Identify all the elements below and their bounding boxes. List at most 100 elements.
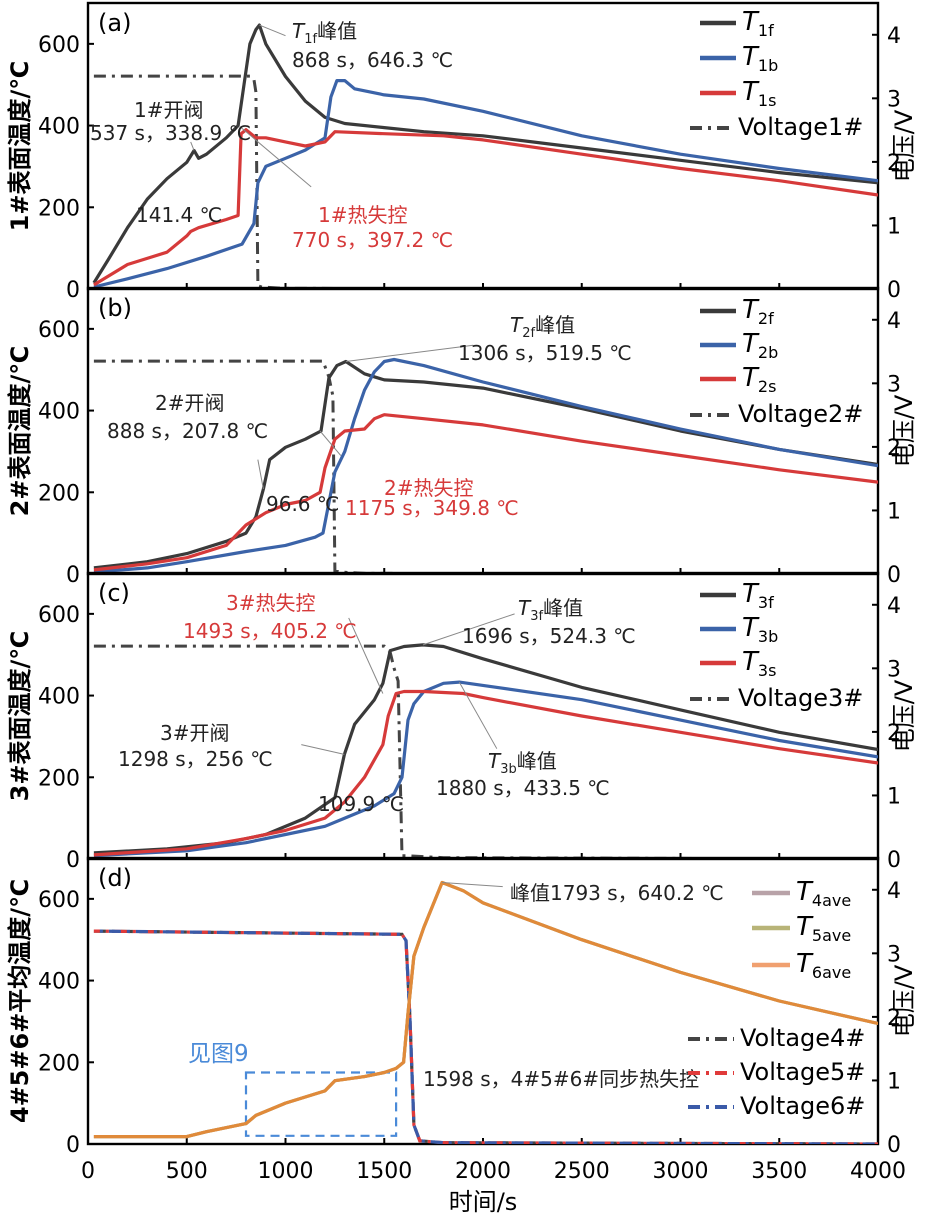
- y2-tick-label: 0: [887, 848, 901, 873]
- y2-tick-label: 1: [887, 784, 901, 809]
- y-tick-label: 200: [38, 481, 80, 506]
- legend-text: Voltage5#: [740, 1058, 865, 1086]
- legend-subscript: 4ave: [812, 891, 851, 910]
- y2-tick-label: 2: [887, 1006, 901, 1031]
- x-axis-label: 时间/s: [449, 1188, 518, 1216]
- annotation-text: 141.4 ℃: [136, 203, 222, 227]
- x-tick-label: 1000: [258, 1159, 314, 1184]
- y2-tick-label: 0: [887, 278, 901, 303]
- x-tick-label: 500: [166, 1159, 208, 1184]
- series-line-2: [93, 357, 878, 574]
- annotation-text: 3#热失控: [226, 591, 315, 615]
- legend-entry: T1f: [742, 7, 774, 40]
- y2-axis-label: 电压/V: [890, 109, 918, 182]
- annotation-leader: [259, 24, 286, 37]
- annotation: 1#热失控: [318, 203, 407, 227]
- y2-tick-label: 2: [887, 151, 901, 176]
- annotation-tail: 峰值: [317, 19, 357, 43]
- legend-entry: T3b: [742, 613, 778, 646]
- legend-subscript: 3s: [758, 661, 777, 680]
- annotation-text: 2#热失控: [384, 476, 473, 500]
- annotation-tail: 峰值: [535, 313, 575, 337]
- panel-label: (d): [98, 864, 132, 892]
- annotation-line2: 868 s，646.3 ℃: [292, 48, 453, 72]
- y2-tick-label: 0: [887, 1133, 901, 1158]
- y-axis-label: 1#表面温度/℃: [6, 61, 34, 232]
- legend-entry: Voltage3#: [738, 684, 863, 712]
- y2-tick-label: 4: [887, 309, 901, 334]
- legend-entry: Voltage5#: [740, 1058, 865, 1086]
- legend-subscript: 3f: [758, 593, 774, 612]
- series-line-3: [93, 413, 878, 572]
- series-line-1: [92, 23, 878, 284]
- annotation-line2: 1880 s，433.5 ℃: [436, 776, 610, 800]
- annotation-text: 96.6 ℃: [266, 492, 339, 516]
- annotation-text: 1598 s，4#5#6#同步热失控: [423, 1067, 699, 1091]
- annotation-subscript: 3b: [500, 762, 517, 777]
- annotation-text: 2#开阀: [155, 391, 224, 415]
- legend-text: Voltage6#: [740, 1092, 865, 1120]
- x-tick-label: 3000: [653, 1159, 709, 1184]
- legend-subscript: 3b: [758, 627, 778, 646]
- y2-axis-label: 电压/V: [890, 964, 918, 1037]
- plot-frame: [86, 571, 880, 861]
- legend-entry: T6ave: [796, 949, 851, 982]
- annotation-subscript: 1f: [304, 32, 317, 47]
- panel-4: 0 200 400 600 0 1 2 3 4 4#5#6#平均温度/℃ 电压/V (d) 见图9 峰值1…: [6, 856, 918, 1158]
- legend-entry: Voltage2#: [738, 400, 863, 428]
- y2-tick-label: 1: [887, 1069, 901, 1094]
- annotation-line2: 537 s，338.9 ℃: [90, 121, 251, 145]
- legend-entry: Voltage6#: [740, 1092, 865, 1120]
- annotation-symbol: T: [518, 596, 532, 620]
- y2-tick-label: 3: [887, 87, 901, 112]
- y2-tick-label: 4: [887, 879, 901, 904]
- legend-subscript: 1b: [758, 56, 778, 75]
- legend-symbol: T: [742, 579, 760, 609]
- y2-tick-label: 3: [887, 942, 901, 967]
- legend-symbol: T: [742, 42, 760, 72]
- annotation-line2: 1696 s，524.3 ℃: [462, 624, 636, 648]
- legend-symbol: T: [742, 77, 760, 107]
- y2-axis-label: 电压/V: [890, 679, 918, 752]
- legend-subscript: 5ave: [812, 926, 851, 945]
- y-tick-label: 0: [66, 563, 80, 588]
- legend-symbol: T: [796, 912, 814, 942]
- annotation-symbol: T: [510, 313, 524, 337]
- annotation-subscript: 2f: [522, 326, 535, 341]
- y2-tick-label: 4: [887, 594, 901, 619]
- y2-tick-label: 1: [887, 214, 901, 239]
- annotation: T3b峰值: [488, 749, 557, 777]
- x-tick-label: 1500: [356, 1159, 412, 1184]
- y-tick-label: 0: [66, 278, 80, 303]
- legend-entry: T5ave: [796, 912, 851, 945]
- voltage-line: [93, 929, 878, 1144]
- annotation-leader: [257, 459, 264, 490]
- annotation-line2: 1298 s，256 ℃: [118, 747, 273, 771]
- panel-label: (b): [98, 294, 132, 322]
- y-axis-label: 2#表面温度/℃: [6, 346, 34, 517]
- legend-entry: T1s: [742, 77, 776, 110]
- annotation: T1f峰值: [292, 19, 357, 47]
- series-line-2: [93, 79, 878, 289]
- legend-symbol: T: [796, 949, 814, 979]
- annotation: 3#热失控: [226, 591, 315, 615]
- legend-subscript: 2f: [758, 309, 774, 328]
- plot-area: [93, 880, 878, 1144]
- legend-subscript: 1s: [758, 91, 777, 110]
- y2-tick-label: 2: [887, 721, 901, 746]
- annotation: 96.6 ℃: [266, 492, 339, 516]
- plot-frame: [86, 1, 880, 291]
- legend-entry: T1b: [742, 42, 778, 75]
- legend-entry: T2b: [742, 329, 778, 362]
- annotation-leader: [458, 681, 498, 749]
- annotation-text: 1#热失控: [318, 203, 407, 227]
- highlight-box-label: 见图9: [188, 1041, 249, 1067]
- annotation-line2: 1306 s，519.5 ℃: [458, 341, 632, 365]
- legend-symbol: T: [742, 613, 760, 643]
- annotation: 1#开阀: [134, 98, 203, 122]
- legend-symbol: T: [742, 647, 760, 677]
- y-tick-label: 400: [38, 115, 80, 140]
- legend-text: Voltage3#: [738, 684, 863, 712]
